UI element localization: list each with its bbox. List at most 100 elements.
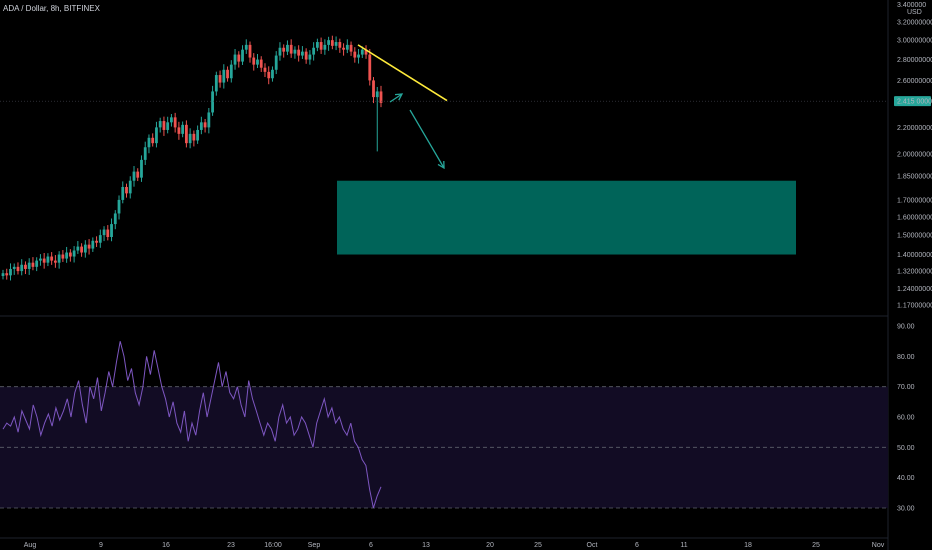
candle-body [203, 122, 207, 128]
candle-body [308, 54, 312, 60]
candle-body [207, 112, 211, 128]
candle-body [353, 51, 357, 58]
rsi-tick-label: 60.00 [897, 415, 915, 422]
current-price-tag [894, 96, 931, 107]
candle-body [330, 40, 334, 46]
candle-body [271, 69, 274, 79]
candle-body [132, 171, 136, 181]
time-tick-label: 20 [486, 542, 494, 549]
candle-body [289, 44, 293, 54]
time-tick-label: 6 [635, 542, 639, 549]
candle-body [136, 171, 140, 178]
price-tick-label: 2.80000000 [897, 57, 932, 64]
candle-body [72, 250, 76, 257]
candle-body [125, 186, 128, 194]
candle-body [315, 42, 319, 48]
candle-body [57, 254, 61, 263]
price-tick-label: 1.70000000 [897, 197, 932, 204]
candle-body [61, 254, 65, 259]
candle-body [110, 224, 113, 237]
arrow-up [389, 93, 403, 103]
candle-body [274, 55, 278, 70]
time-tick-label: 23 [227, 542, 235, 549]
time-tick-label: 11 [680, 542, 687, 549]
candle-body [46, 256, 50, 263]
arrow-down [409, 109, 445, 169]
time-tick-label: 6 [369, 542, 373, 549]
candle-body [91, 240, 95, 249]
candle-body [267, 71, 271, 79]
candle-body [50, 256, 54, 261]
price-tick-label: 3.00000000 [897, 38, 932, 45]
candle-body [199, 122, 203, 130]
rsi-tick-label: 40.00 [897, 475, 915, 482]
candle-body [151, 137, 155, 144]
candle-body [256, 59, 259, 65]
price-top-label: 3.400000 [897, 2, 926, 9]
candle-body [263, 67, 267, 72]
candle-body [222, 69, 226, 83]
candle-body [218, 75, 222, 83]
candle-body [214, 75, 218, 92]
time-tick-label: Aug [24, 542, 37, 549]
price-tick-label: 3.20000000 [897, 20, 932, 27]
candle-body [1, 273, 5, 277]
time-tick-label: 18 [744, 542, 752, 549]
arrow-up-head [394, 93, 404, 101]
candle-body [155, 127, 158, 144]
candle-body [252, 57, 256, 65]
candle-body [162, 121, 166, 130]
candle-body [16, 266, 20, 272]
rsi-tick-label: 30.00 [897, 506, 915, 513]
symbol-title: ADA / Dollar, 8h, BITFINEX [3, 4, 100, 13]
price-tick-label: 2.00000000 [897, 152, 932, 159]
candle-body [80, 246, 83, 253]
candle-body [334, 42, 338, 46]
candle-body [196, 129, 200, 141]
candle-body [76, 246, 80, 251]
candle-body [12, 266, 16, 269]
rsi-tick-label: 50.00 [897, 445, 915, 452]
candle-body [9, 268, 12, 276]
candle-body [327, 40, 331, 45]
price-tick-label: 1.60000000 [897, 214, 932, 221]
candle-body [259, 59, 263, 68]
candle-body [42, 258, 46, 263]
candle-body [372, 80, 375, 98]
candle-body [5, 273, 9, 276]
candle-body [181, 124, 185, 134]
candle-body [121, 186, 125, 200]
candle-body [31, 262, 35, 267]
candle-body [368, 54, 372, 81]
rsi-line [2, 341, 382, 509]
candle-body [357, 54, 360, 58]
time-tick-label: 25 [812, 542, 820, 549]
price-tick-label: 1.40000000 [897, 252, 932, 259]
candle-body [375, 91, 379, 98]
candle-body [297, 49, 301, 56]
candle-body [24, 264, 27, 269]
currency-label: USD [907, 9, 922, 16]
rsi-tick-label: 90.00 [897, 324, 915, 331]
candle-body [65, 252, 69, 259]
candle-body [345, 44, 349, 50]
candle-body [338, 42, 342, 48]
price-tick-label: 2.20000000 [897, 125, 932, 132]
candle-body [95, 240, 98, 243]
candle-body [229, 64, 233, 79]
candle-body [166, 122, 170, 130]
price-tick-label: 1.17000000 [897, 303, 932, 310]
candle-body [98, 235, 102, 243]
candle-body [35, 260, 39, 267]
time-tick-label: Nov [872, 542, 885, 549]
candle-body [248, 44, 252, 58]
candle-body [319, 42, 323, 50]
candle-body [364, 49, 368, 55]
candle-body [192, 133, 196, 141]
rsi-tick-label: 70.00 [897, 384, 915, 391]
candle-body [226, 69, 229, 79]
candle-body [143, 147, 147, 160]
candle-body [323, 44, 327, 50]
candle-body [158, 121, 162, 128]
